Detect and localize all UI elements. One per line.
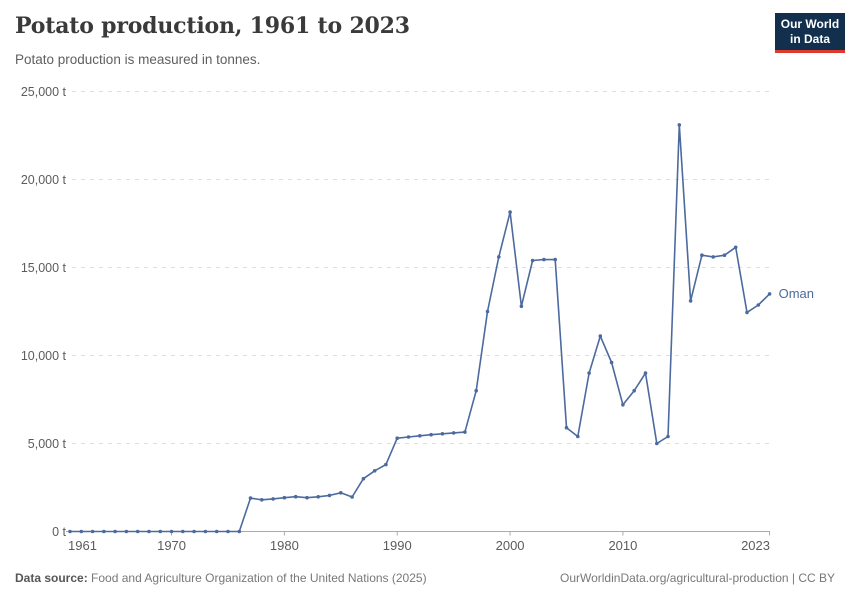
data-point[interactable]	[621, 403, 625, 407]
x-axis-tick-label: 2010	[608, 538, 637, 553]
x-axis-tick-label: 2023	[741, 538, 770, 553]
data-point[interactable]	[395, 436, 400, 441]
data-point[interactable]	[564, 425, 569, 430]
data-point[interactable]	[767, 292, 772, 296]
data-point[interactable]	[677, 123, 682, 127]
oman-line-series[interactable]	[69, 124, 771, 533]
data-point[interactable]	[530, 258, 535, 263]
data-point[interactable]	[711, 255, 715, 259]
data-point[interactable]	[350, 495, 354, 499]
data-point[interactable]	[508, 210, 512, 214]
y-axis-tick-label: 0 t	[52, 525, 66, 539]
data-point[interactable]	[135, 529, 140, 534]
data-point[interactable]	[733, 245, 738, 250]
data-point[interactable]	[181, 529, 185, 534]
data-point[interactable]	[553, 257, 557, 262]
data-point[interactable]	[519, 304, 524, 309]
owid-footer-link[interactable]: OurWorldinData.org/agricultural-producti…	[559, 571, 835, 585]
data-point[interactable]	[576, 434, 580, 439]
data-point[interactable]	[587, 371, 591, 375]
data-point[interactable]	[203, 529, 208, 534]
data-point[interactable]	[113, 529, 117, 534]
data-point[interactable]	[632, 388, 636, 393]
data-source-label: Data source:	[15, 571, 88, 585]
data-point[interactable]	[271, 497, 275, 501]
data-point[interactable]	[700, 253, 704, 257]
x-axis-tick-label: 1980	[270, 538, 299, 553]
data-point[interactable]	[90, 529, 95, 534]
data-point[interactable]	[542, 257, 546, 262]
chart-subtitle: Potato production is measured in tonnes.	[15, 52, 261, 67]
data-point[interactable]	[327, 493, 332, 498]
data-point[interactable]	[756, 303, 761, 307]
data-point[interactable]	[688, 299, 693, 303]
data-point[interactable]	[68, 529, 72, 534]
data-point[interactable]	[451, 431, 456, 435]
data-point[interactable]	[102, 529, 106, 534]
data-point[interactable]	[418, 434, 422, 438]
y-axis-tick-label: 15,000 t	[21, 261, 67, 275]
data-point[interactable]	[147, 529, 151, 534]
data-point[interactable]	[124, 529, 129, 534]
data-point[interactable]	[248, 496, 253, 500]
y-axis-tick-label: 20,000 t	[21, 173, 67, 187]
data-point[interactable]	[237, 529, 242, 534]
x-axis-tick-label: 1970	[157, 538, 186, 553]
data-point[interactable]	[293, 494, 298, 499]
data-point[interactable]	[372, 469, 377, 473]
data-point[interactable]	[429, 432, 433, 437]
data-point[interactable]	[192, 529, 196, 534]
x-axis-tick-label: 2000	[496, 538, 525, 553]
owid-logo[interactable]: Our World in Data	[775, 13, 845, 53]
data-point[interactable]	[282, 495, 287, 500]
data-point[interactable]	[226, 529, 230, 534]
data-source-value: Food and Agriculture Organization of the…	[91, 571, 427, 585]
data-point[interactable]	[79, 529, 84, 534]
data-point[interactable]	[406, 435, 411, 439]
data-point[interactable]	[485, 309, 490, 314]
data-point[interactable]	[474, 388, 479, 393]
data-point[interactable]	[497, 255, 501, 259]
x-axis-tick-label: 1961	[68, 538, 97, 553]
data-point[interactable]	[158, 529, 163, 534]
data-point[interactable]	[598, 334, 603, 338]
data-point[interactable]	[316, 495, 321, 499]
data-point[interactable]	[745, 310, 749, 315]
owid-logo-line2: in Data	[789, 32, 830, 46]
data-point[interactable]	[214, 529, 219, 534]
chart-title: Potato production, 1961 to 2023	[15, 13, 410, 39]
data-point[interactable]	[609, 360, 614, 365]
data-point[interactable]	[440, 432, 445, 436]
data-point[interactable]	[361, 476, 366, 481]
data-point[interactable]	[666, 434, 670, 439]
y-axis-tick-label: 25,000 t	[21, 85, 67, 99]
data-source-text: Data source: Food and Agriculture Organi…	[15, 571, 427, 585]
data-point[interactable]	[722, 253, 727, 257]
data-point[interactable]	[169, 529, 174, 534]
data-point[interactable]	[463, 430, 467, 434]
data-point[interactable]	[260, 498, 264, 502]
y-axis-tick-label: 10,000 t	[21, 349, 67, 363]
data-point[interactable]	[384, 462, 388, 467]
data-point[interactable]	[643, 371, 648, 375]
data-point[interactable]	[339, 491, 343, 495]
data-point[interactable]	[305, 495, 309, 500]
x-axis-tick-label: 1990	[383, 538, 412, 553]
data-point[interactable]	[655, 441, 659, 446]
y-axis-tick-label: 5,000 t	[28, 437, 67, 451]
series-label: Oman	[779, 286, 814, 301]
owid-logo-line1: Our World	[780, 17, 840, 31]
